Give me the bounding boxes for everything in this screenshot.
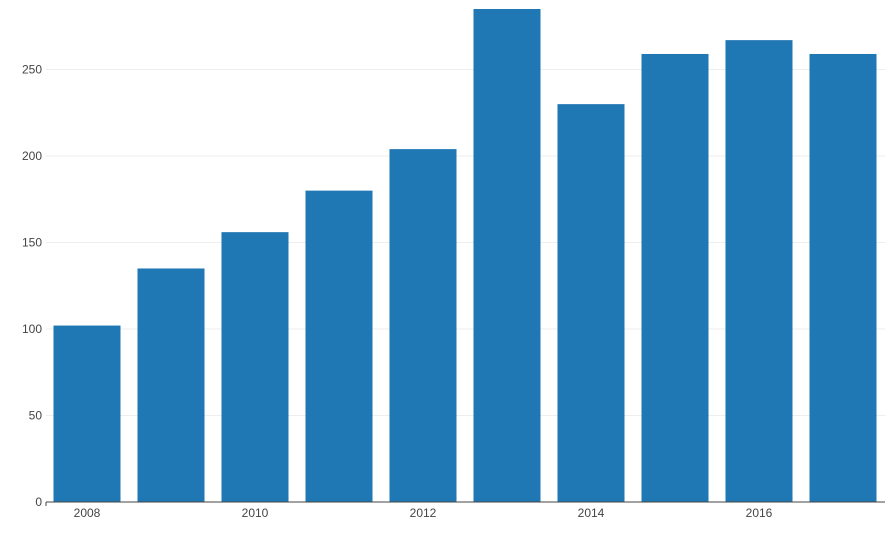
bar-2010[interactable] <box>221 232 289 502</box>
bar-2012[interactable] <box>389 149 457 502</box>
tick-labels: 0 50 100 150 200 250 2008 2010 2012 2014 2016 <box>22 63 773 520</box>
y-tick-label-200: 200 <box>22 149 42 163</box>
bar-2008[interactable] <box>53 325 121 502</box>
y-tick-label-0: 0 <box>35 495 42 509</box>
y-tick-label-50: 50 <box>29 409 43 423</box>
x-tick-label-2016: 2016 <box>746 506 773 520</box>
bar-2009[interactable] <box>137 268 205 502</box>
y-tick-label-250: 250 <box>22 63 42 77</box>
y-tick-label-100: 100 <box>22 322 42 336</box>
bar-2017[interactable] <box>809 53 877 503</box>
x-tick-label-2014: 2014 <box>578 506 605 520</box>
bar-2014[interactable] <box>557 104 625 502</box>
axes <box>45 501 885 506</box>
x-tick-label-2012: 2012 <box>410 506 437 520</box>
bar-2016[interactable] <box>725 40 793 502</box>
bars <box>53 9 877 503</box>
y-tick-label-150: 150 <box>22 236 42 250</box>
bar-2015[interactable] <box>641 53 709 503</box>
x-tick-label-2010: 2010 <box>242 506 269 520</box>
x-tick-label-2008: 2008 <box>74 506 101 520</box>
bar-2011[interactable] <box>305 190 373 502</box>
bar-2013[interactable] <box>473 9 541 502</box>
